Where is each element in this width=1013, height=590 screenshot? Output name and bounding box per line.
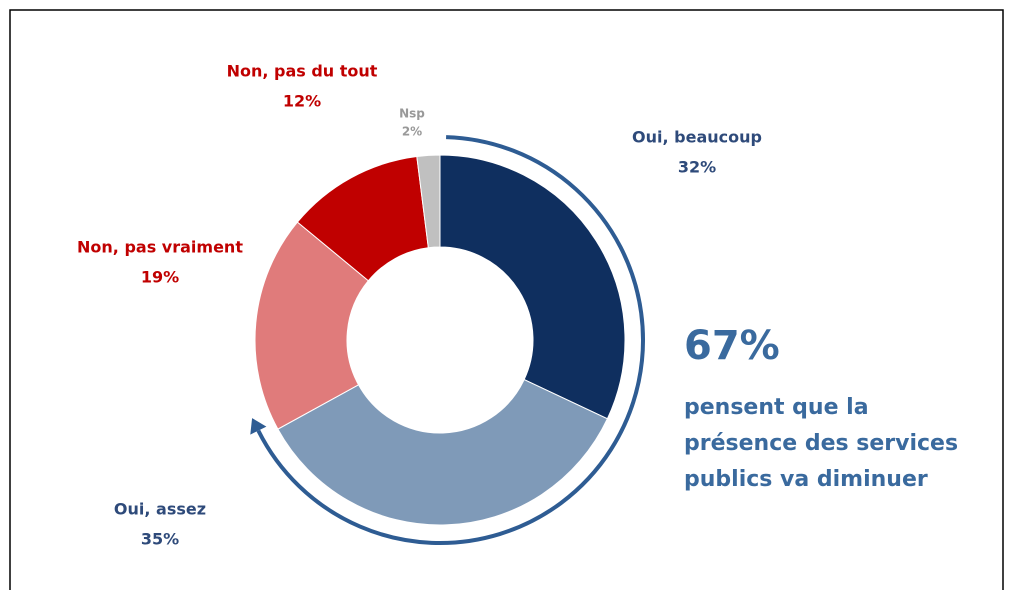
category-label: Oui, beaucoup xyxy=(632,128,762,147)
annotation-line: publics va diminuer xyxy=(684,467,928,492)
donut-segment xyxy=(416,154,441,249)
category-label: Non, pas du tout xyxy=(227,62,378,81)
category-label: Nsp xyxy=(399,107,425,121)
value-label: 12% xyxy=(283,92,321,111)
annotation-line: pensent que la xyxy=(684,395,869,420)
value-label: 32% xyxy=(678,158,716,177)
category-label: Non, pas vraiment xyxy=(77,238,243,257)
donut-segment xyxy=(439,154,626,420)
arrow-head xyxy=(250,418,267,435)
value-label: 35% xyxy=(141,530,179,549)
donut-segment xyxy=(254,221,370,430)
donut-segment xyxy=(277,378,609,526)
arrow-arc xyxy=(256,135,645,545)
category-label: Oui, assez xyxy=(114,500,206,519)
value-label: 2% xyxy=(402,125,422,139)
annotation-line: présence des services xyxy=(684,431,958,456)
annotation-big: 67% xyxy=(684,323,780,369)
value-label: 19% xyxy=(141,268,179,287)
frame xyxy=(9,9,1004,590)
